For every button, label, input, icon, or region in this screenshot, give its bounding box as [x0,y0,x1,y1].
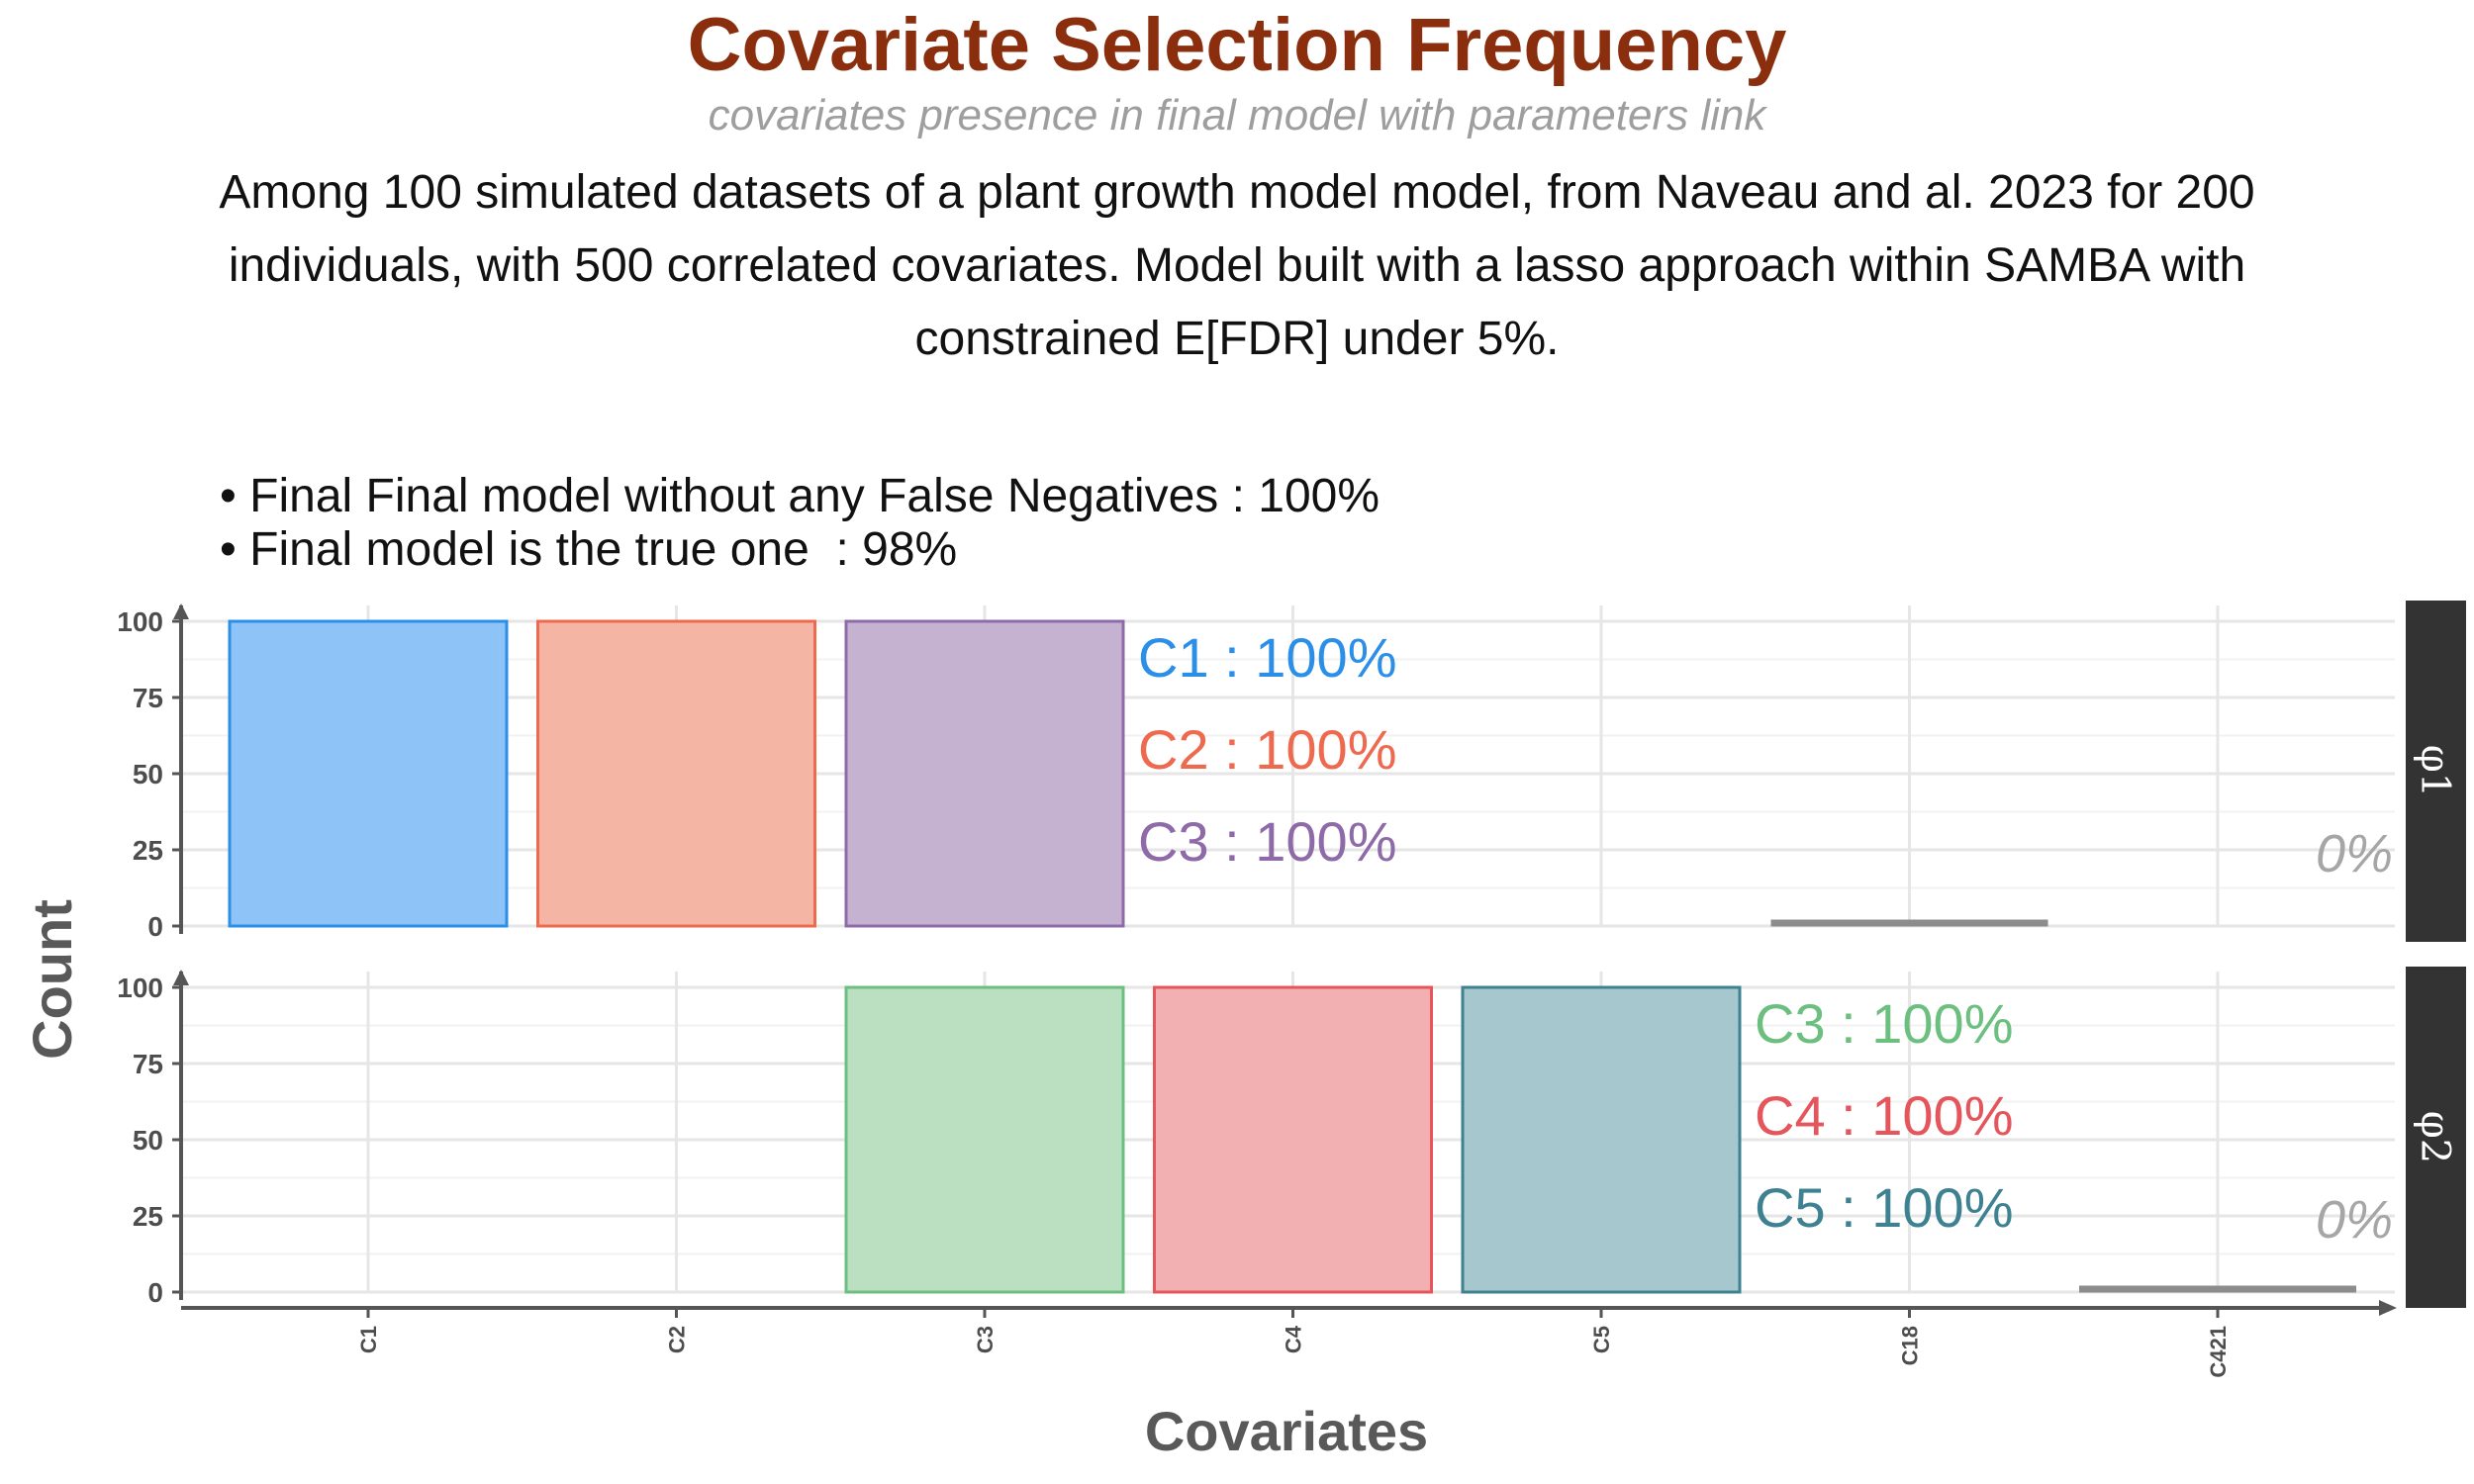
facet-strip-panel-1 [2406,601,2466,942]
y-tick-label: 75 [133,1049,163,1079]
y-tick-label: 100 [117,606,163,637]
x-tick-label: C421 [2206,1326,2231,1378]
y-tick-label: 50 [133,759,163,789]
y-tick-label: 50 [133,1125,163,1156]
x-axis-title: Covariates [1145,1400,1428,1462]
y-tick-label: 0 [147,911,163,942]
bar-C3-panel-2 [844,985,1125,1294]
y-tick-label: 100 [117,973,163,1003]
facet-strip-label: φ2 [2413,1111,2458,1163]
zero-percent-label: 0% [2316,1190,2393,1250]
bar-C1-panel-1 [228,619,509,928]
x-tick-label: C3 [973,1326,998,1353]
facet-strip-panel-2 [2406,967,2466,1308]
x-tick-label: C18 [1898,1326,1923,1365]
chart-subtitle: covariates presence in final model with … [708,91,1766,139]
value-label-panel-1: C1 : 100% [1138,626,1397,689]
annotation-true-model: • Final model is the true one : 98% [220,523,958,576]
y-axis-arrow [173,603,189,619]
y-axis-arrow [173,970,189,985]
facet-strip-label: φ1 [2413,745,2458,797]
y-tick-label: 25 [133,1201,163,1232]
x-axis-arrow [2379,1300,2397,1316]
value-label-panel-2: C4 : 100% [1755,1084,2014,1147]
x-tick-label: C5 [1589,1326,1614,1353]
x-tick-label: C2 [665,1326,690,1353]
y-tick-label: 25 [133,835,163,866]
annotation-false-negatives: • Final Final model without any False Ne… [220,470,1380,522]
chart-title: Covariate Selection Frequency [687,3,1787,87]
bar-C2-panel-1 [536,619,816,928]
y-tick-label: 75 [133,683,163,713]
bar-C4-panel-2 [1153,985,1433,1294]
chart-caption: Among 100 simulated datasets of a plant … [219,166,2255,365]
x-tick-label: C4 [1282,1325,1306,1353]
value-label-panel-2: C3 : 100% [1755,992,2014,1055]
bar-C3-panel-1 [844,619,1125,928]
y-axis-title: Count [21,899,83,1060]
zero-percent-label: 0% [2316,824,2393,883]
value-label-panel-2: C5 : 100% [1755,1176,2014,1239]
bar-C5-panel-2 [1461,985,1742,1294]
value-label-panel-1: C3 : 100% [1138,810,1397,873]
value-label-panel-1: C2 : 100% [1138,718,1397,781]
y-tick-label: 0 [147,1277,163,1308]
x-tick-label: C1 [356,1326,381,1353]
